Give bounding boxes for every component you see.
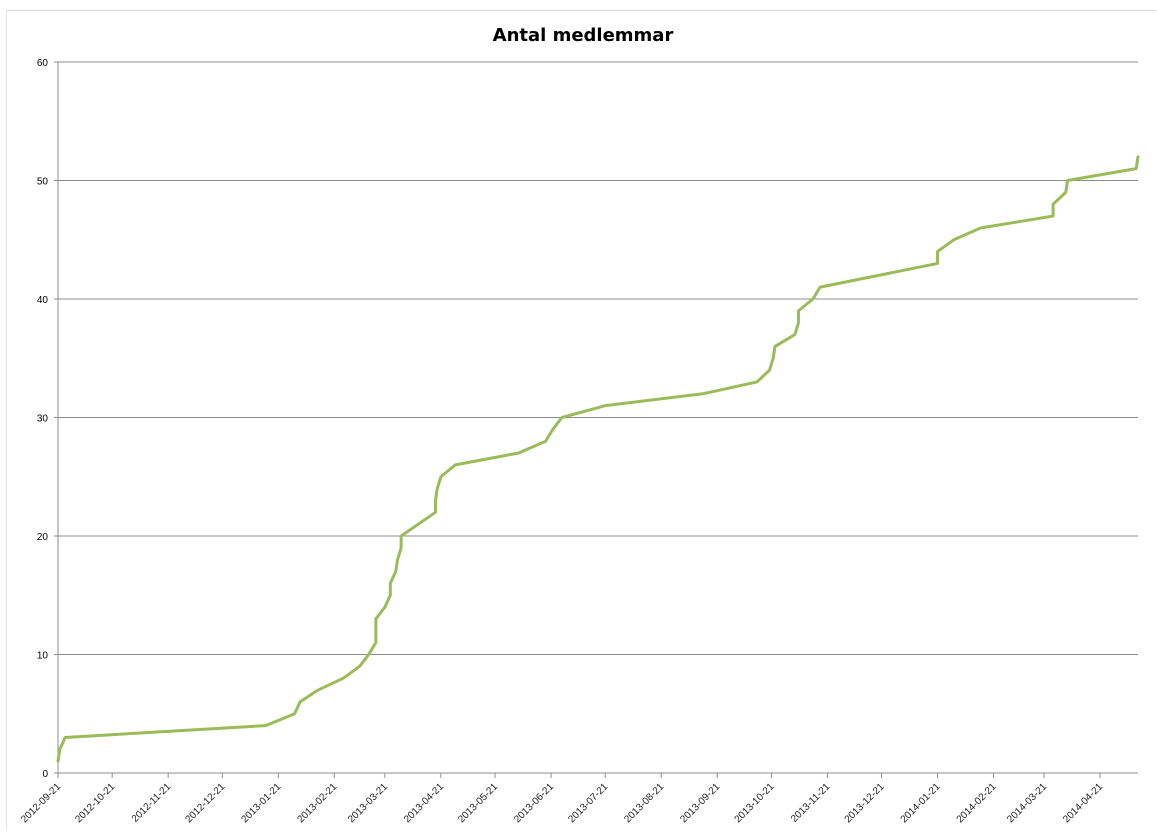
x-tick-label: 2014-03-21 <box>1005 781 1049 825</box>
series-line-1 <box>56 155 1140 763</box>
y-tick-label: 60 <box>37 58 49 69</box>
x-tick-label: 2013-01-21 <box>240 781 284 825</box>
x-tick-label: 2012-09-21 <box>19 781 63 825</box>
axes <box>57 62 1138 774</box>
x-tick-label: 2013-12-21 <box>843 781 887 825</box>
x-tick-label: 2013-03-21 <box>346 781 390 825</box>
x-tick-label: 2012-10-21 <box>73 781 117 825</box>
x-tick-label: 2012-11-21 <box>130 781 174 825</box>
y-tick-label: 30 <box>37 414 49 425</box>
x-tick-label: 2013-05-21 <box>456 781 500 825</box>
x-tick-label: 2014-04-21 <box>1061 781 1105 825</box>
y-tick-label: 50 <box>37 177 49 188</box>
chart-title: Antal medlemmar <box>493 25 674 46</box>
gridlines <box>54 61 1138 778</box>
series-layer <box>56 155 1140 763</box>
x-tick-label: 2013-02-21 <box>295 781 339 825</box>
y-tick-label: 20 <box>37 532 49 543</box>
y-tick-label: 10 <box>37 651 49 662</box>
y-tick-label: 40 <box>37 295 49 306</box>
x-tick-label: 2013-11-21 <box>789 781 833 825</box>
x-tick-label: 2014-02-21 <box>955 781 999 825</box>
x-tick-label: 2013-07-21 <box>566 781 610 825</box>
x-tick-label: 2013-06-21 <box>512 781 556 825</box>
y-tick-labels: 0 10 20 30 40 50 60 <box>37 58 49 780</box>
x-tick-labels: 2012-09-21 2012-10-21 2012-11-21 2012-12-21… <box>19 781 1105 825</box>
x-tick-label: 2012-12-21 <box>184 781 228 825</box>
x-tick-label: 2014-01-21 <box>899 781 943 825</box>
x-tick-label: 2013-08-21 <box>622 781 666 825</box>
x-tick-label: 2013-04-21 <box>402 781 446 825</box>
chart-frame <box>6 10 1156 830</box>
x-tick-label: 2013-09-21 <box>678 781 722 825</box>
x-tick-label: 2013-10-21 <box>733 781 777 825</box>
y-tick-label: 0 <box>42 769 48 780</box>
